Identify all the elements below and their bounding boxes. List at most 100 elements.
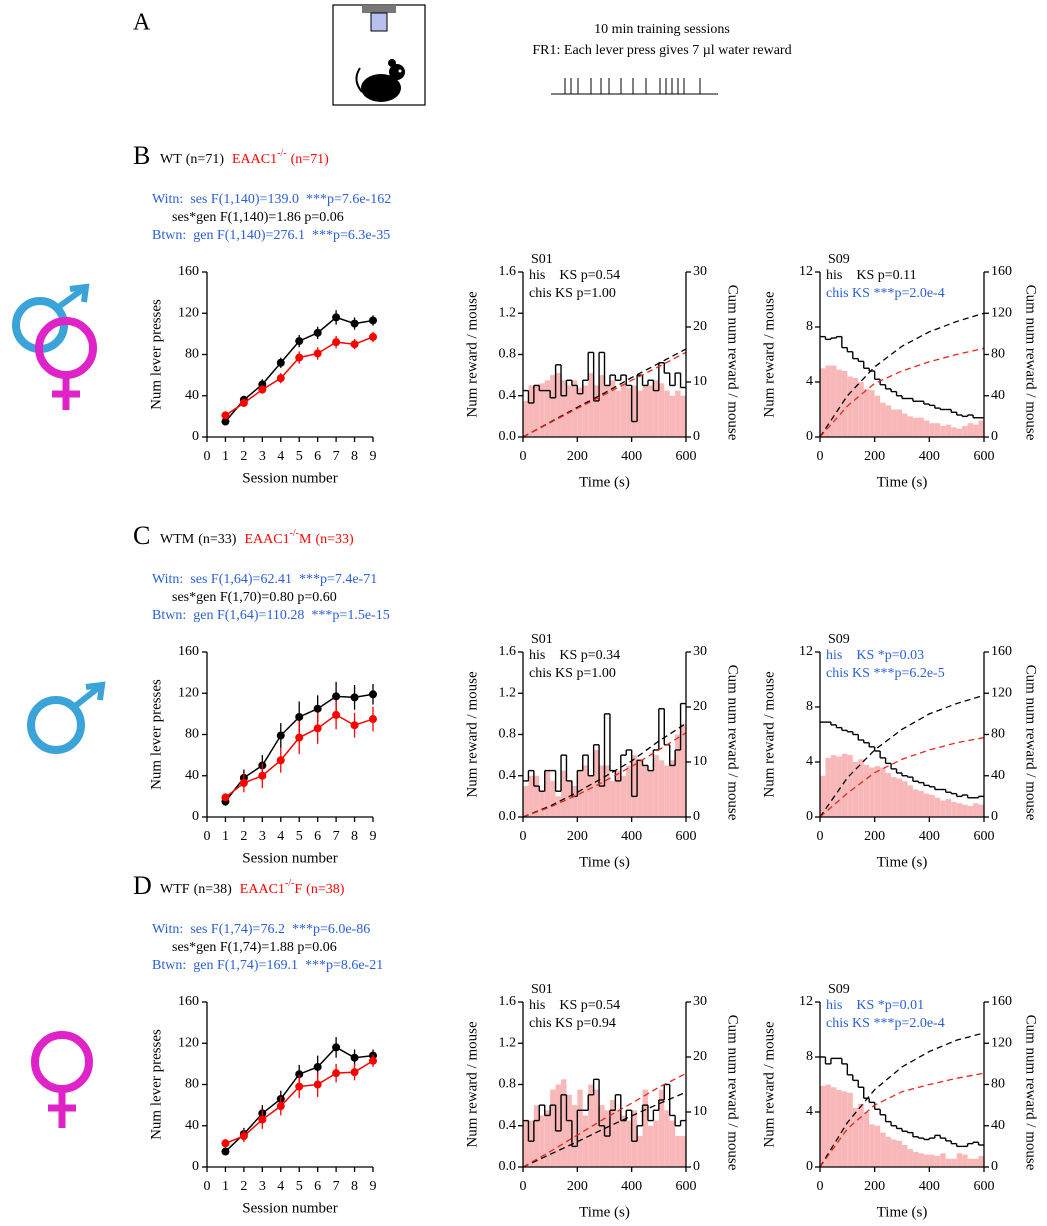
legend-name: WTF [160, 882, 190, 897]
point [351, 721, 359, 729]
bar [643, 385, 648, 437]
bar [918, 791, 923, 817]
point [369, 1057, 377, 1065]
bar [973, 1159, 978, 1167]
point [351, 1054, 359, 1062]
stats-line: Btwn: gen F(1,64)=110.28 ***p=1.5e-15 [152, 608, 390, 623]
chart-title: S09 [828, 982, 850, 997]
bar [831, 755, 836, 817]
point [295, 1083, 303, 1091]
bar [643, 1090, 648, 1167]
x-tick-label: 9 [370, 1179, 377, 1194]
bar [979, 1156, 984, 1167]
y-tick-label: 0 [192, 429, 199, 444]
y-tick-label: 120 [178, 685, 199, 700]
point [314, 705, 322, 713]
bar [528, 776, 533, 817]
point [258, 386, 266, 394]
bar [653, 755, 658, 817]
bar [561, 380, 566, 437]
bar [886, 773, 891, 817]
bar [962, 805, 967, 817]
y-tick-label: 80 [185, 1077, 199, 1092]
bar [534, 1105, 539, 1167]
x-tick-label: 6 [314, 1179, 321, 1194]
x-tick-label: 400 [621, 829, 642, 844]
y-tick-label: 12 [799, 644, 813, 659]
legend-n: (n=71) [186, 152, 225, 167]
bar [566, 1095, 571, 1167]
bar [946, 1159, 951, 1167]
bar [962, 426, 967, 437]
legend-sup: -/- [285, 878, 294, 889]
y-axis-label: Num reward / mouse [464, 291, 480, 418]
bar [583, 385, 588, 437]
series-line [225, 317, 373, 421]
bar [913, 418, 918, 437]
bar [864, 1112, 869, 1167]
x-tick-label: 6 [314, 449, 321, 464]
point [295, 354, 303, 362]
x-tick-label: 6 [314, 829, 321, 844]
bar [664, 391, 669, 437]
bar [869, 768, 874, 818]
chart-title: S01 [531, 982, 553, 997]
x-axis-label: Time (s) [579, 854, 630, 870]
bar [907, 785, 912, 817]
y2-tick-label: 0 [991, 809, 998, 824]
point [240, 399, 248, 407]
x-axis-label: Session number [242, 850, 337, 866]
bar [935, 423, 940, 437]
male-ring [31, 700, 81, 750]
bar [670, 1121, 675, 1167]
y-tick-label: 0.8 [499, 727, 517, 742]
legend-n: (n=38) [306, 882, 345, 897]
panel-label: B [133, 141, 150, 170]
y-axis-label: Num reward / mouse [761, 291, 777, 418]
x-tick-label: 8 [351, 1179, 358, 1194]
x-tick-label: 8 [351, 829, 358, 844]
bar [858, 382, 863, 437]
x-tick-label: 3 [259, 829, 266, 844]
bar [561, 771, 566, 817]
y2-tick-label: 40 [991, 388, 1005, 403]
y-axis-label: Num reward / mouse [464, 1021, 480, 1148]
bar [621, 776, 626, 817]
point [221, 793, 229, 801]
bar [918, 418, 923, 437]
x-tick-label: 5 [296, 1179, 303, 1194]
bar [940, 801, 945, 818]
point [277, 1102, 285, 1110]
x-tick-label: 600 [974, 829, 995, 844]
x-tick-label: 200 [864, 1179, 885, 1194]
legend: WTM(n=33)EAAC1-/-M(n=33) [160, 528, 354, 547]
y-tick-label: 0.4 [499, 768, 517, 783]
y-axis-label: Num lever presses [148, 679, 164, 790]
bar [864, 389, 869, 437]
bar [561, 1079, 566, 1167]
sex-symbol-female [35, 1035, 89, 1128]
x-tick-label: 5 [296, 829, 303, 844]
y2-tick-label: 20 [693, 1049, 707, 1064]
y2-tick-label: 80 [991, 347, 1005, 362]
y-tick-label: 0 [806, 809, 813, 824]
legend-n: (n=33) [315, 532, 354, 547]
bar [599, 765, 604, 817]
y2-tick-label: 160 [991, 264, 1012, 279]
bar [951, 1159, 956, 1167]
bar [973, 425, 978, 437]
y-axis-label: Num lever presses [148, 1029, 164, 1140]
y-tick-label: 1.6 [499, 644, 517, 659]
legend-name: EAAC1 [240, 882, 285, 897]
x-tick-label: 0 [520, 449, 527, 464]
bar [891, 777, 896, 817]
bar [566, 781, 571, 817]
y-tick-label: 0.0 [499, 809, 517, 824]
y-tick-label: 8 [806, 1049, 813, 1064]
y2-tick-label: 160 [991, 994, 1012, 1009]
chart-title: S01 [531, 632, 553, 647]
x-tick-label: 8 [351, 449, 358, 464]
y2-tick-label: 10 [693, 374, 707, 389]
sex-symbol-both [16, 287, 93, 410]
stats-line: Btwn: gen F(1,140)=276.1 ***p=6.3e-35 [152, 228, 390, 243]
